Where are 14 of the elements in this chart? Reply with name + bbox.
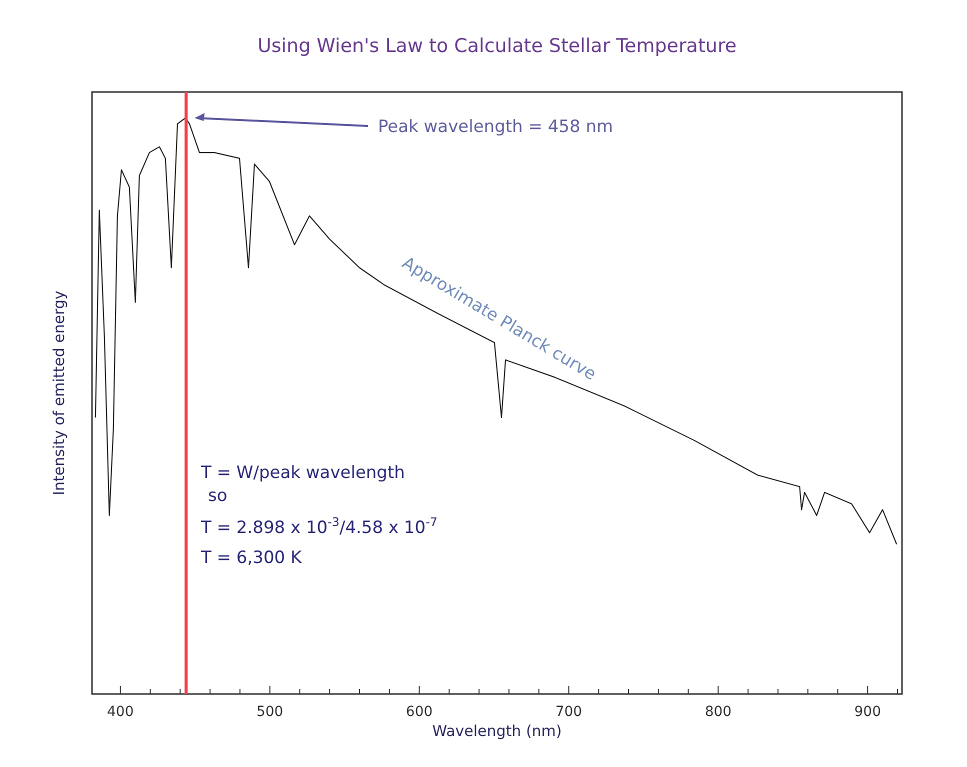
annotation: T = 2.898 x 10$^{-3}$/4.58 x 10$^{-7}$ — [200, 515, 438, 538]
x-axis-title: Wavelength (nm) — [432, 722, 562, 740]
annotation: Peak wavelength = 458 nm — [378, 117, 614, 137]
annotation: T = W/peak wavelength — [200, 463, 405, 483]
y-axis-title: Intensity of emitted energy — [50, 290, 68, 496]
x-tick-label: 500 — [256, 704, 284, 720]
annotation: T = 6,300 K — [200, 548, 303, 568]
x-tick-label: 800 — [704, 704, 732, 720]
chart-title: Using Wien's Law to Calculate Stellar Temperature — [257, 35, 737, 57]
x-tick-label: 600 — [406, 704, 433, 720]
annotation: so — [208, 486, 228, 506]
x-tick-label: 700 — [555, 704, 582, 720]
x-tick-label: 400 — [107, 704, 134, 720]
x-tick-label: 900 — [854, 704, 881, 720]
